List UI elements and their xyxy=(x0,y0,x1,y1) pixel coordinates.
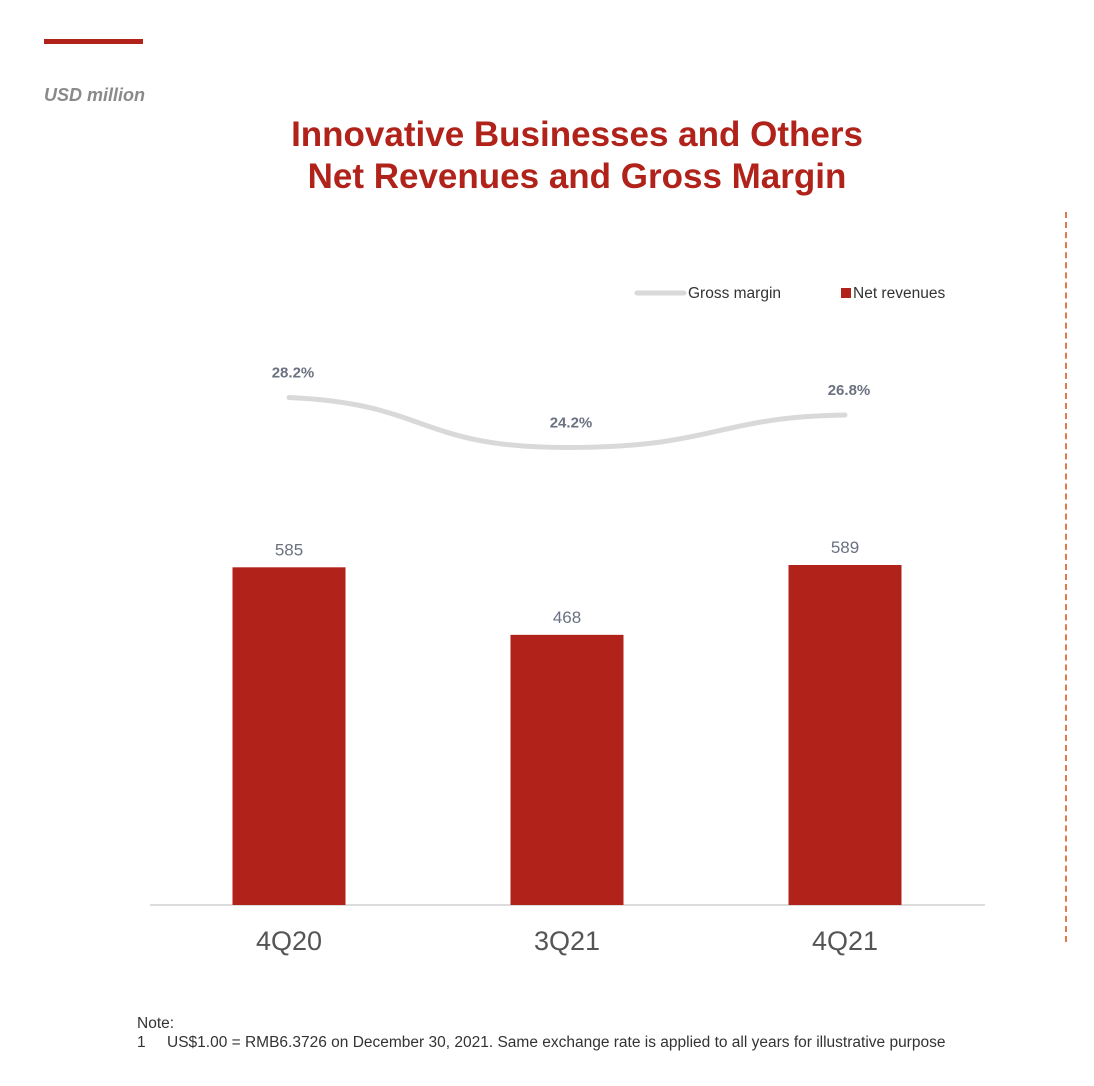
chart-title-line-1: Innovative Businesses and Others xyxy=(291,115,863,154)
legend-label-net-revenues: Net revenues xyxy=(853,285,945,302)
gross-margin-line xyxy=(286,395,848,451)
bar-value-label: 585 xyxy=(275,540,303,559)
note-item: 1 US$1.00 = RMB6.3726 on December 30, 202… xyxy=(137,1033,945,1052)
x-tick-label: 3Q21 xyxy=(534,926,600,956)
legend-square-marker xyxy=(841,288,851,298)
gross-margin-label: 26.8% xyxy=(828,382,871,399)
bar-3Q21 xyxy=(510,634,624,905)
bar-value-label: 589 xyxy=(831,538,859,557)
bar-4Q20 xyxy=(232,567,346,905)
chart-title: Innovative Businesses and Others Net Rev… xyxy=(0,114,1094,198)
unit-label: USD million xyxy=(44,85,146,105)
gross-margin-label: 24.2% xyxy=(550,415,593,432)
chart-title-line-2: Net Revenues and Gross Margin xyxy=(307,157,847,196)
note-heading: Note: xyxy=(137,1015,175,1032)
bar-value-label: 468 xyxy=(553,608,581,627)
accent-bar xyxy=(44,39,143,44)
bar-4Q21 xyxy=(788,565,902,905)
x-tick-label: 4Q20 xyxy=(256,926,322,956)
footnote: Note: 1 US$1.00 = RMB6.3726 on December 3… xyxy=(137,1014,945,1052)
note-text: US$1.00 = RMB6.3726 on December 30, 2021… xyxy=(167,1034,946,1051)
chart-canvas: 585 4Q20 468 3Q21 589 4Q21 28.2% 24.2% 26.8% Gros… xyxy=(150,285,985,956)
dashed-divider xyxy=(1065,212,1067,942)
note-number: 1 xyxy=(137,1034,146,1051)
gross-margin-label: 28.2% xyxy=(272,365,315,382)
x-tick-label: 4Q21 xyxy=(812,926,878,956)
legend-label-gross-margin: Gross margin xyxy=(688,285,781,302)
